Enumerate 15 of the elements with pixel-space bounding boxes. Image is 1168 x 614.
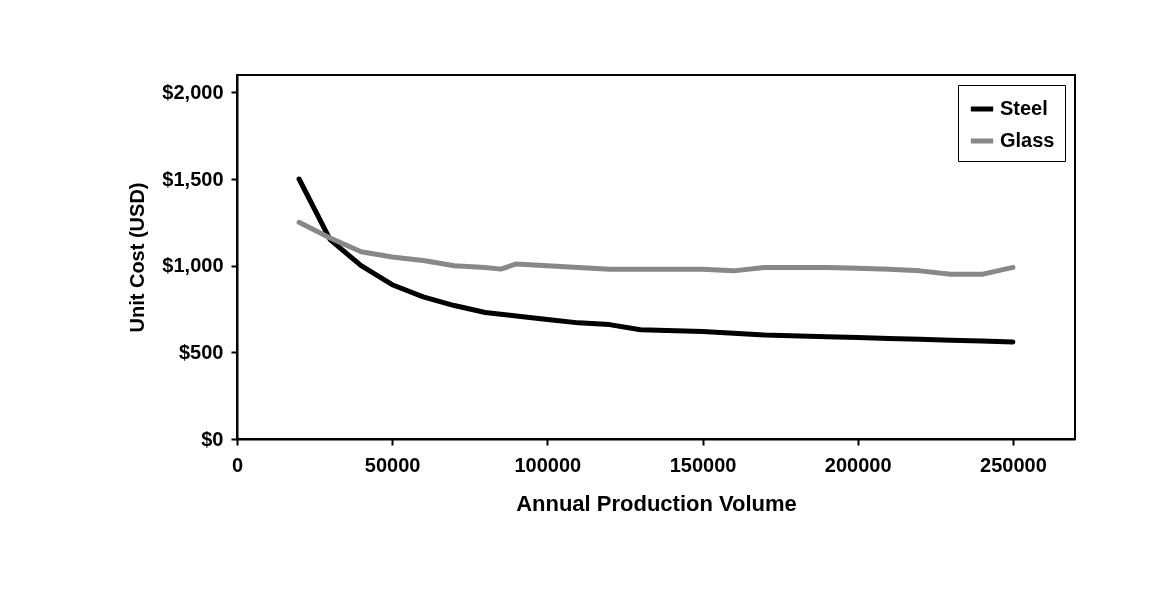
legend-label: Glass [1000,129,1055,151]
x-tick-label: 250000 [980,453,1047,476]
x-tick-label: 0 [231,453,244,476]
legend-label: Steel [1000,97,1048,119]
x-tick-label: 200000 [824,453,892,476]
x-axis-title: Annual Production Volume [516,490,797,516]
x-tick-label: 50000 [364,453,421,476]
y-tick-label: $0 [201,427,224,450]
x-tick-label: 100000 [514,453,582,476]
y-tick-label: $1,500 [162,167,224,190]
y-tick-label: $2,000 [162,80,224,103]
y-tick-label: $500 [179,340,224,363]
y-axis-title: Unit Cost (USD) [126,182,149,333]
x-tick-label: 150000 [669,453,737,476]
y-tick-label: $1,000 [162,254,224,277]
